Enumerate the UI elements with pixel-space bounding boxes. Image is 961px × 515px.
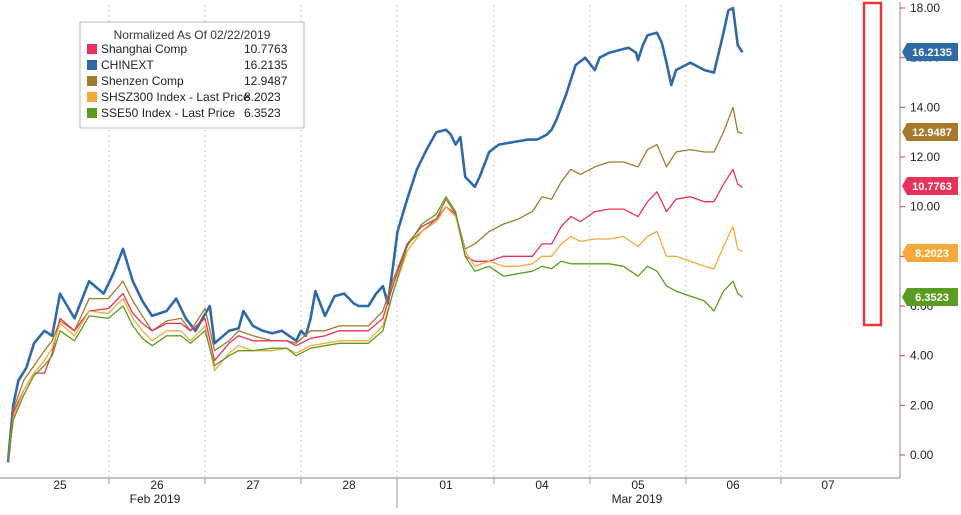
highlight-box xyxy=(862,1,883,327)
y-tick-label: 10.00 xyxy=(910,200,940,214)
x-tick-label: 25 xyxy=(53,478,67,492)
series-line-shenzen-comp xyxy=(7,106,743,463)
x-tick-label: 05 xyxy=(631,478,645,492)
x-tick-label: 07 xyxy=(821,478,835,492)
y-tick-label: 14.00 xyxy=(910,100,940,114)
last-value-tag xyxy=(902,123,958,141)
legend-series-value: 12.9487 xyxy=(244,74,288,88)
legend-box xyxy=(79,21,305,129)
legend-series-name: CHINEXT xyxy=(101,58,154,72)
last-value-text: 16.2135 xyxy=(912,47,952,59)
legend-items: Shanghai Comp 10.7763 CHINEXT 16.2135 Shenze… xyxy=(87,42,288,120)
x-tick-label: 01 xyxy=(439,478,453,492)
y-tick-label: 2.00 xyxy=(910,398,934,412)
last-value-text: 6.3523 xyxy=(915,292,949,304)
last-value-label: 16.2135 xyxy=(902,43,958,61)
legend-series-value: 10.7763 xyxy=(244,42,288,56)
x-month-label: Feb 2019 xyxy=(130,492,181,506)
x-tick-label: 28 xyxy=(342,478,356,492)
legend-swatch xyxy=(87,92,97,102)
last-value-text: 10.7763 xyxy=(912,181,952,193)
y-tick-label: 12.00 xyxy=(910,150,940,164)
x-tick-label: 27 xyxy=(246,478,260,492)
series-layer xyxy=(6,6,744,463)
legend-series-value: 8.2023 xyxy=(244,90,281,104)
legend-swatch xyxy=(87,76,97,86)
legend-swatch xyxy=(87,108,97,118)
legend-swatch xyxy=(87,44,97,54)
x-tick-label: 06 xyxy=(726,478,740,492)
series-line-shsz300-index-last-price xyxy=(7,206,743,463)
x-tick-label: 04 xyxy=(535,478,549,492)
legend-series-value: 16.2135 xyxy=(244,58,288,72)
legend: Normalized As Of 02/22/2019 Shanghai Com… xyxy=(79,21,305,129)
last-value-label: 8.2023 xyxy=(902,244,958,262)
last-value-label: 6.3523 xyxy=(902,288,958,306)
series-line-chinext xyxy=(6,6,744,463)
legend-title: Normalized As Of 02/22/2019 xyxy=(114,28,271,42)
last-value-label: 12.9487 xyxy=(902,123,958,141)
legend-series-value: 6.3523 xyxy=(244,106,281,120)
last-value-tag xyxy=(902,43,958,61)
legend-series-name: SHSZ300 Index - Last Price xyxy=(101,90,250,104)
last-value-labels: 16.2135 12.9487 10.7763 8.2023 6.3523 xyxy=(902,43,958,306)
legend-swatch xyxy=(87,60,97,70)
legend-series-name: SSE50 Index - Last Price xyxy=(101,106,235,120)
y-tick-label: 0.00 xyxy=(910,448,934,462)
last-value-tag xyxy=(902,177,958,195)
last-value-tag xyxy=(902,244,958,262)
y-tick-label: 4.00 xyxy=(910,349,934,363)
last-value-text: 8.2023 xyxy=(915,248,949,260)
x-month-label: Mar 2019 xyxy=(612,492,663,506)
series-line-shanghai-comp xyxy=(7,168,743,463)
series-line-sse50-index-last-price xyxy=(7,196,743,463)
x-tick-label: 26 xyxy=(150,478,164,492)
legend-series-name: Shenzen Comp xyxy=(101,74,184,88)
legend-series-name: Shanghai Comp xyxy=(101,42,187,56)
y-tick-label: 18.00 xyxy=(910,1,940,15)
last-value-text: 12.9487 xyxy=(912,127,952,139)
last-value-tag xyxy=(902,288,958,306)
last-value-label: 10.7763 xyxy=(902,177,958,195)
